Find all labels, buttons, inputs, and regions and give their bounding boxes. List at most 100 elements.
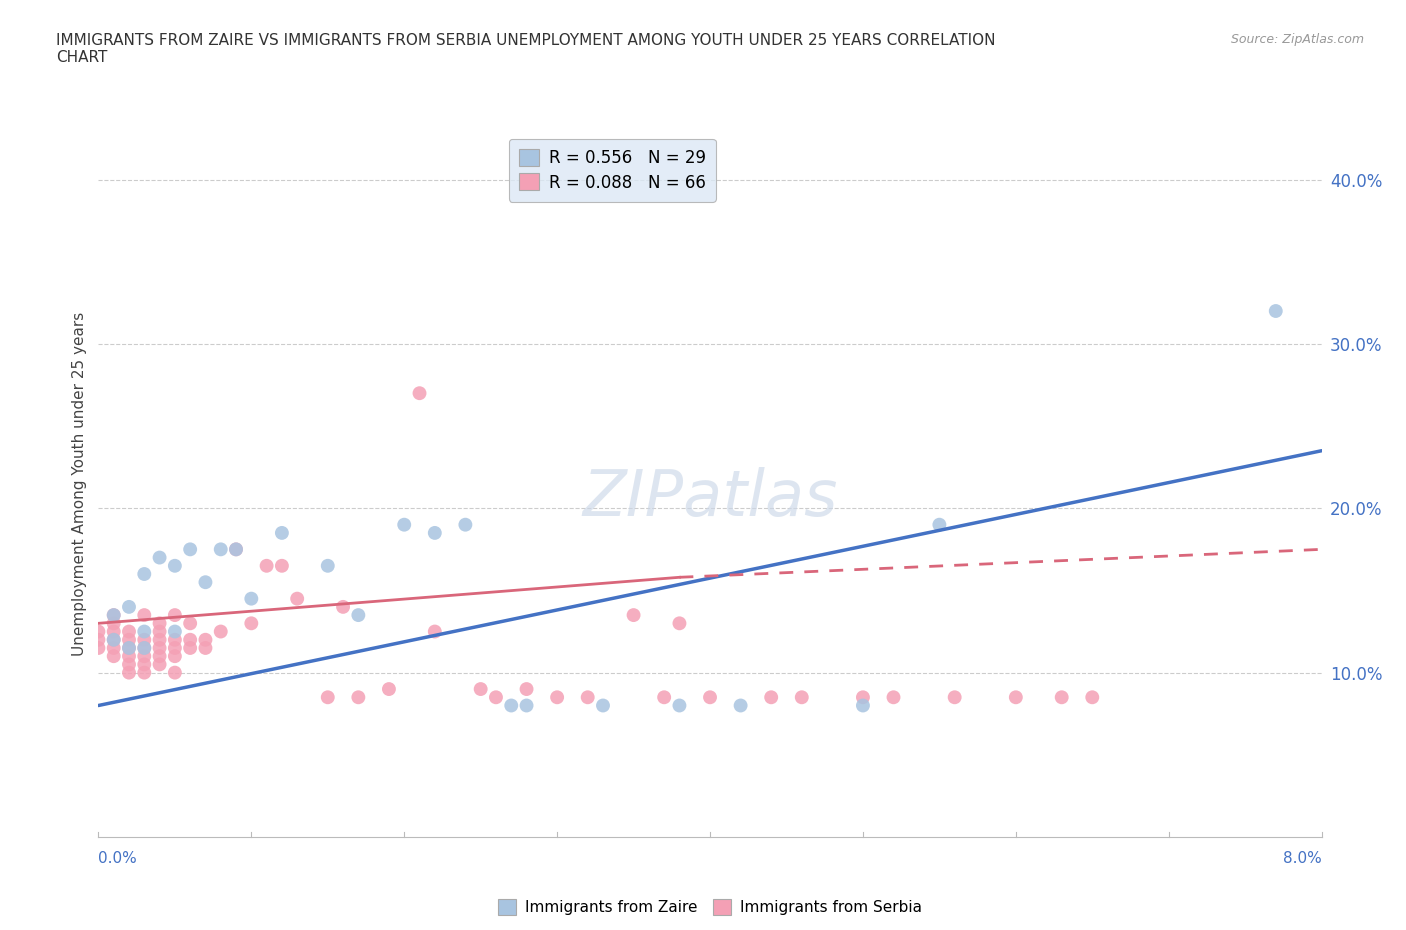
Point	[87, 641, 110, 656]
Text: 8.0%: 8.0%	[1282, 851, 1322, 866]
Point	[103, 616, 125, 631]
Point	[149, 657, 172, 671]
Point	[118, 632, 141, 647]
Point	[485, 690, 508, 705]
Point	[149, 632, 172, 647]
Point	[179, 632, 201, 647]
Point	[87, 624, 110, 639]
Point	[149, 616, 172, 631]
Point	[134, 649, 156, 664]
Point	[103, 624, 125, 639]
Point	[103, 632, 125, 647]
Point	[316, 558, 339, 573]
Point	[134, 665, 156, 680]
Point	[1004, 690, 1026, 705]
Point	[103, 649, 125, 664]
Point	[163, 649, 186, 664]
Point	[118, 641, 141, 656]
Point	[209, 542, 232, 557]
Point	[163, 641, 186, 656]
Point	[179, 616, 201, 631]
Point	[134, 607, 156, 622]
Point	[943, 690, 966, 705]
Point	[423, 525, 446, 540]
Point	[256, 558, 278, 573]
Point	[134, 657, 156, 671]
Point	[225, 542, 247, 557]
Point	[103, 607, 125, 622]
Point	[423, 624, 446, 639]
Point	[790, 690, 813, 705]
Point	[516, 698, 538, 713]
Point	[270, 558, 294, 573]
Point	[576, 690, 599, 705]
Point	[347, 690, 370, 705]
Point	[928, 517, 950, 532]
Point	[316, 690, 339, 705]
Point	[668, 616, 690, 631]
Point	[118, 657, 141, 671]
Point	[134, 632, 156, 647]
Point	[134, 641, 156, 656]
Point	[194, 641, 217, 656]
Point	[1050, 690, 1073, 705]
Point	[883, 690, 905, 705]
Point	[149, 649, 172, 664]
Point	[163, 607, 186, 622]
Point	[378, 682, 401, 697]
Point	[470, 682, 492, 697]
Point	[134, 566, 156, 581]
Point	[87, 632, 110, 647]
Point	[225, 542, 247, 557]
Point	[730, 698, 752, 713]
Point	[163, 558, 186, 573]
Point	[270, 525, 294, 540]
Point	[179, 542, 201, 557]
Point	[623, 607, 645, 622]
Point	[285, 591, 308, 606]
Point	[103, 607, 125, 622]
Point	[501, 698, 523, 713]
Point	[408, 386, 430, 401]
Legend: Immigrants from Zaire, Immigrants from Serbia: Immigrants from Zaire, Immigrants from S…	[492, 893, 928, 922]
Text: ZIPatlas: ZIPatlas	[582, 467, 838, 529]
Point	[149, 551, 172, 565]
Point	[194, 632, 217, 647]
Point	[163, 632, 186, 647]
Point	[392, 517, 416, 532]
Point	[209, 624, 232, 639]
Point	[347, 607, 370, 622]
Point	[134, 641, 156, 656]
Point	[118, 624, 141, 639]
Point	[240, 616, 263, 631]
Text: IMMIGRANTS FROM ZAIRE VS IMMIGRANTS FROM SERBIA UNEMPLOYMENT AMONG YOUTH UNDER 2: IMMIGRANTS FROM ZAIRE VS IMMIGRANTS FROM…	[56, 33, 995, 65]
Point	[103, 632, 125, 647]
Point	[240, 591, 263, 606]
Point	[118, 649, 141, 664]
Point	[759, 690, 782, 705]
Point	[103, 641, 125, 656]
Point	[852, 698, 875, 713]
Point	[118, 665, 141, 680]
Point	[118, 641, 141, 656]
Point	[592, 698, 614, 713]
Point	[668, 698, 690, 713]
Point	[163, 665, 186, 680]
Point	[179, 641, 201, 656]
Point	[149, 641, 172, 656]
Point	[454, 517, 477, 532]
Point	[652, 690, 675, 705]
Y-axis label: Unemployment Among Youth under 25 years: Unemployment Among Youth under 25 years	[72, 312, 87, 656]
Point	[149, 624, 172, 639]
Point	[546, 690, 568, 705]
Text: Source: ZipAtlas.com: Source: ZipAtlas.com	[1230, 33, 1364, 46]
Point	[852, 690, 875, 705]
Point	[134, 624, 156, 639]
Point	[194, 575, 217, 590]
Point	[1264, 303, 1286, 318]
Point	[699, 690, 721, 705]
Point	[163, 624, 186, 639]
Point	[516, 682, 538, 697]
Text: 0.0%: 0.0%	[98, 851, 138, 866]
Point	[1081, 690, 1104, 705]
